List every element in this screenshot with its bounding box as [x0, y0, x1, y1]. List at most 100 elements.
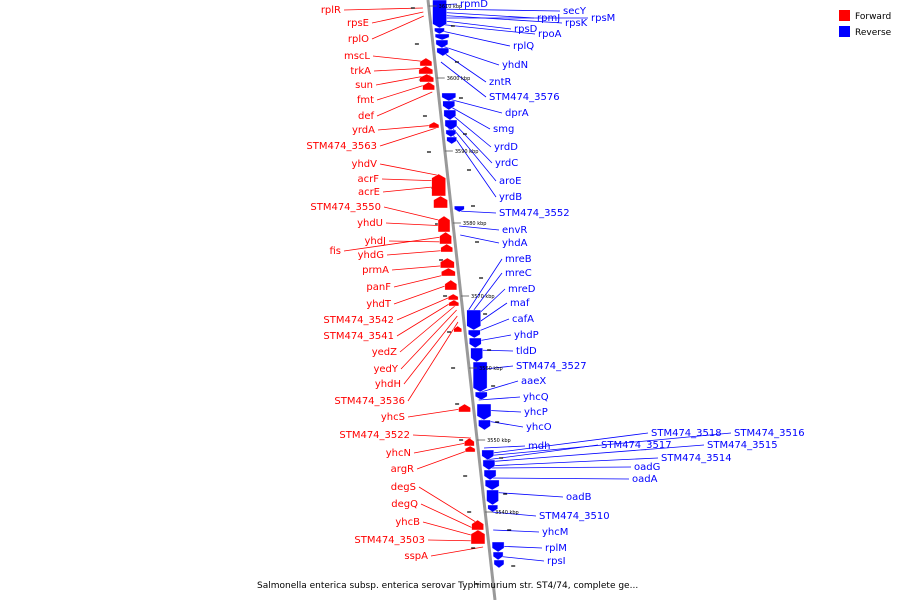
forward-gene-feature [419, 57, 433, 67]
connector-zntr [439, 49, 487, 83]
scale-tick-label: 3560 kbp [479, 366, 503, 372]
reverse-gene-feature [434, 33, 450, 41]
forward-gene-feature [440, 243, 453, 253]
gene-label-mreb: mreB [505, 254, 532, 265]
gene-label-yhda: yhdA [502, 238, 528, 249]
connector-rplo [371, 15, 424, 40]
gene-label-dpra: dprA [505, 108, 529, 119]
reverse-gene-feature [446, 136, 457, 145]
gene-label-stm474_3542: STM474_3542 [323, 315, 394, 326]
reverse-gene-feature [443, 109, 457, 121]
connector-stm474_3517 [485, 444, 599, 461]
reverse-gene-feature [442, 100, 455, 111]
forward-gene-feature [444, 279, 458, 291]
connector-yhcm [493, 529, 540, 533]
gene-label-stm474_3527: STM474_3527 [516, 361, 587, 372]
legend-reverse-label: Reverse [855, 28, 892, 38]
reverse-gene-feature [482, 459, 496, 471]
forward-gene-feature [458, 403, 471, 413]
gene-label-yhcb: yhcB [395, 517, 420, 528]
reverse-gene-feature [432, 0, 447, 29]
reverse-gene-feature [469, 337, 482, 349]
gene-label-rpsm: rpsM [591, 13, 615, 24]
reverse-gene-feature [486, 489, 499, 506]
forward-gene-feature [447, 293, 459, 301]
gene-label-panf: panF [366, 282, 391, 293]
forward-gene-feature [439, 231, 452, 245]
forward-gene-feature [471, 519, 484, 531]
gene-label-mred: mreD [508, 284, 536, 295]
connector-stm474_3542 [396, 294, 456, 321]
gene-label-stm474_3552: STM474_3552 [499, 208, 570, 219]
gene-label-yhdv: yhdV [352, 159, 378, 170]
gene-label-acrf: acrF [358, 174, 380, 185]
connector-yedz [399, 304, 457, 353]
gene-label-yhcp: yhcP [524, 407, 548, 418]
connector-degq [420, 503, 482, 533]
gene-label-prma: prmA [362, 265, 389, 276]
gene-label-fmt: fmt [357, 95, 374, 106]
connector-rplq [437, 29, 511, 47]
connector-smg [445, 103, 491, 130]
gene-label-def: def [358, 111, 375, 122]
reverse-gene-feature [492, 551, 504, 561]
gene-label-stm474_3514: STM474_3514 [661, 453, 732, 464]
gene-label-stm474_3550: STM474_3550 [310, 202, 381, 213]
reverse-gene-feature [454, 205, 465, 213]
connector-yhdv [379, 163, 442, 177]
forward-gene-feature [464, 437, 475, 447]
connector-rpsi [496, 555, 545, 562]
gene-label-yhcm: yhcM [542, 527, 568, 538]
reverse-gene-feature [483, 469, 497, 481]
gene-label-tldd: tldD [516, 346, 537, 357]
gene-label-rpsk: rpsK [565, 18, 588, 29]
connector-trka [373, 67, 430, 72]
connector-yrda [377, 124, 436, 131]
gene-label-yhdp: yhdP [514, 330, 539, 341]
gene-label-stm474_3515: STM474_3515 [707, 440, 778, 451]
connector-stm474_3514 [486, 457, 659, 467]
connector-yhdg [386, 249, 450, 256]
connector-stm474_3563 [379, 127, 437, 147]
gene-label-degs: degS [391, 482, 416, 493]
gene-label-argr: argR [391, 464, 414, 475]
gene-label-rplr: rplR [321, 5, 341, 16]
connector-def [376, 91, 433, 117]
reverse-gene-feature [470, 347, 483, 363]
connector-stm474_3515 [485, 444, 705, 463]
connector-yhdh [403, 315, 458, 385]
gene-label-yrdb: yrdB [499, 192, 522, 203]
connector-stm474_3522 [412, 434, 471, 439]
gene-label-mscl: mscL [344, 51, 370, 62]
connector-oadb [488, 491, 564, 498]
gene-label-degq: degQ [391, 499, 418, 510]
connector-stm474_3536 [407, 321, 459, 402]
connector-fis [343, 235, 449, 252]
forward-gene-feature [464, 445, 476, 453]
gene-label-stm474_3522: STM474_3522 [339, 430, 410, 441]
scale-tick-label: 3540 kbp [495, 510, 519, 516]
scale-tick-label: 3610 kbp [439, 4, 463, 10]
scale-tick-label: 3570 kbp [471, 294, 495, 300]
legend-forward-label: Forward [855, 12, 891, 22]
connector-stm474_3550 [383, 206, 447, 223]
reverse-gene-feature [493, 559, 505, 569]
gene-label-yedz: yedZ [372, 347, 397, 358]
connector-yhda [460, 234, 500, 244]
gene-label-yrdc: yrdC [495, 158, 518, 169]
forward-gene-feature [419, 73, 434, 83]
gene-label-acre: acrE [358, 187, 380, 198]
forward-gene-feature [437, 215, 451, 233]
forward-gene-feature [470, 529, 486, 545]
connector-rpmj [435, 11, 535, 19]
gene-label-oadg: oadG [634, 462, 660, 473]
connector-rpse [371, 11, 424, 24]
gene-label-rpsi: rpsI [547, 556, 566, 567]
connector-fmt [376, 82, 432, 101]
gene-label-yhcq: yhcQ [523, 392, 549, 403]
connector-stm474_3576 [440, 61, 487, 98]
reverse-gene-feature [468, 329, 481, 339]
gene-label-stm474_3563: STM474_3563 [306, 141, 377, 152]
connector-stm474_3552 [457, 210, 497, 214]
